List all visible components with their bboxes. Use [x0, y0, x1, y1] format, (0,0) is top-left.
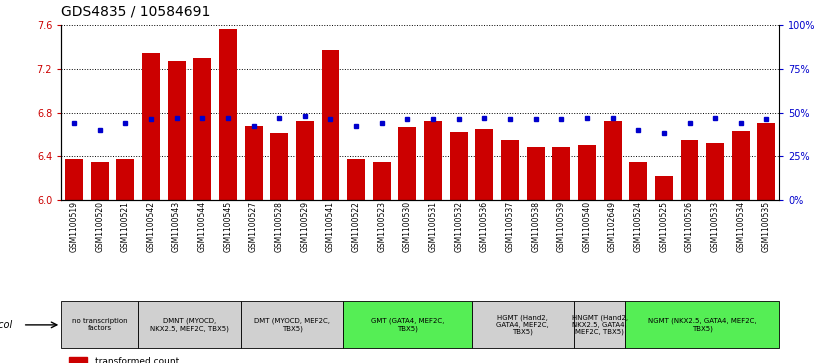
Bar [241, 301, 344, 348]
Text: HGMT (Hand2,
GATA4, MEF2C,
TBX5): HGMT (Hand2, GATA4, MEF2C, TBX5) [496, 314, 549, 335]
Bar [757, 123, 775, 200]
Text: DMNT (MYOCD,
NKX2.5, MEF2C, TBX5): DMNT (MYOCD, NKX2.5, MEF2C, TBX5) [150, 318, 228, 332]
Bar [219, 29, 237, 200]
Bar [270, 133, 288, 200]
Bar [117, 159, 135, 200]
Bar [398, 127, 416, 200]
Bar [578, 145, 596, 200]
Bar [604, 121, 622, 200]
Bar [424, 121, 442, 200]
Bar [138, 301, 241, 348]
Bar [373, 162, 391, 200]
Bar [193, 58, 211, 200]
Bar [552, 147, 570, 200]
Bar [732, 131, 750, 200]
Bar [629, 162, 647, 200]
Bar [706, 143, 724, 200]
Text: NGMT (NKX2.5, GATA4, MEF2C,
TBX5): NGMT (NKX2.5, GATA4, MEF2C, TBX5) [648, 318, 756, 332]
Bar [476, 129, 494, 200]
Text: GDS4835 / 10584691: GDS4835 / 10584691 [61, 4, 211, 18]
Bar [296, 121, 314, 200]
Text: no transcription
factors: no transcription factors [72, 318, 127, 331]
Text: protocol: protocol [0, 320, 12, 330]
Bar [681, 140, 698, 200]
Bar [574, 301, 625, 348]
Bar [91, 162, 109, 200]
Bar [347, 159, 365, 200]
Bar [65, 159, 83, 200]
Legend: transformed count, percentile rank within the sample: transformed count, percentile rank withi… [66, 353, 251, 363]
Bar [526, 147, 544, 200]
Bar [142, 53, 160, 200]
Bar [501, 140, 519, 200]
Bar [61, 301, 138, 348]
Bar [245, 126, 263, 200]
Text: DMT (MYOCD, MEF2C,
TBX5): DMT (MYOCD, MEF2C, TBX5) [254, 318, 330, 332]
Bar [655, 176, 673, 200]
Bar [167, 61, 185, 200]
Text: GMT (GATA4, MEF2C,
TBX5): GMT (GATA4, MEF2C, TBX5) [370, 318, 444, 332]
Bar [625, 301, 779, 348]
Text: HNGMT (Hand2,
NKX2.5, GATA4,
MEF2C, TBX5): HNGMT (Hand2, NKX2.5, GATA4, MEF2C, TBX5… [572, 314, 628, 335]
Bar [450, 132, 468, 200]
Bar [344, 301, 472, 348]
Bar [322, 50, 339, 200]
Bar [472, 301, 574, 348]
